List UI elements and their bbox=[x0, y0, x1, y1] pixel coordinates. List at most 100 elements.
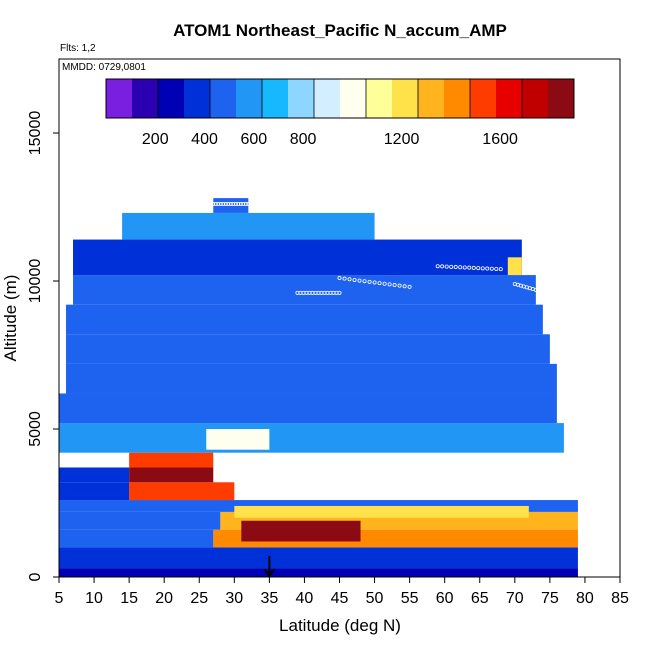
heatmap-cell-highlight bbox=[206, 429, 270, 450]
heatmap-cell-highlight bbox=[241, 520, 361, 542]
track-point bbox=[476, 266, 481, 271]
track-point bbox=[241, 202, 246, 207]
heatmap-cell bbox=[66, 304, 543, 335]
latitude-arrow bbox=[263, 556, 276, 578]
heatmap-cell bbox=[59, 482, 130, 501]
track-point bbox=[397, 283, 402, 288]
colorbar-swatch bbox=[158, 79, 185, 118]
x-tick-label: 75 bbox=[541, 590, 559, 607]
y-axis: 0 5000 10000 15000 bbox=[27, 111, 59, 581]
y-tick-label: 15000 bbox=[27, 111, 44, 156]
track-point bbox=[444, 264, 449, 269]
track-point bbox=[352, 277, 357, 282]
x-tick-label: 15 bbox=[120, 590, 138, 607]
track-point bbox=[211, 202, 216, 207]
y-tick-label: 0 bbox=[27, 572, 44, 581]
y-tick-label: 5000 bbox=[27, 411, 44, 447]
colorbar-swatch bbox=[470, 79, 497, 118]
track-point bbox=[485, 266, 490, 271]
track-point bbox=[498, 267, 503, 272]
heatmap-cell bbox=[129, 452, 214, 468]
heatmap-cell bbox=[122, 212, 375, 240]
track-point bbox=[372, 280, 377, 285]
track-point bbox=[407, 284, 412, 289]
colorbar-swatch bbox=[106, 79, 133, 118]
colorbar-swatches bbox=[106, 79, 575, 118]
colorbar-swatch bbox=[340, 79, 367, 118]
colorbar-label: 400 bbox=[191, 131, 218, 148]
heatmap-cell bbox=[73, 239, 522, 276]
x-tick-label: 5 bbox=[55, 590, 64, 607]
heatmap-cell bbox=[59, 467, 130, 483]
x-tick-label: 55 bbox=[401, 590, 419, 607]
heatmap-cell bbox=[59, 568, 578, 577]
track-point bbox=[238, 202, 243, 207]
flight-track-points bbox=[211, 202, 559, 298]
heatmap-cell bbox=[59, 547, 578, 569]
heatmap-cell bbox=[73, 275, 536, 305]
track-point bbox=[367, 279, 372, 284]
colorbar-swatch bbox=[236, 79, 263, 118]
colorbar-swatch bbox=[418, 79, 445, 118]
colorbar: 200 400 600 800 1200 1600 bbox=[105, 78, 575, 148]
track-point bbox=[243, 202, 248, 207]
track-point bbox=[213, 202, 218, 207]
colorbar-swatch bbox=[366, 79, 393, 118]
colorbar-swatch bbox=[522, 79, 549, 118]
heatmap-cell bbox=[59, 511, 221, 530]
heatmap-cell bbox=[129, 467, 214, 483]
track-point bbox=[480, 266, 485, 271]
track-point bbox=[462, 265, 467, 270]
colorbar-swatch bbox=[548, 79, 575, 118]
track-point bbox=[246, 202, 251, 207]
x-tick-label: 45 bbox=[331, 590, 349, 607]
x-tick-label: 40 bbox=[296, 590, 314, 607]
track-point bbox=[402, 284, 407, 289]
y-tick-label: 10000 bbox=[27, 259, 44, 304]
track-point bbox=[449, 264, 454, 269]
x-tick-label: 60 bbox=[436, 590, 454, 607]
colorbar-frame bbox=[105, 78, 575, 119]
track-point bbox=[489, 266, 494, 271]
plot-area bbox=[58, 58, 621, 578]
track-point bbox=[440, 264, 445, 269]
x-tick-label: 85 bbox=[611, 590, 629, 607]
colorbar-swatch bbox=[210, 79, 237, 118]
colorbar-label: 800 bbox=[290, 131, 317, 148]
heatmap-cell bbox=[59, 423, 564, 453]
track-point bbox=[342, 276, 347, 281]
y-axis-title: Altitude (m) bbox=[1, 275, 20, 362]
chart-title: ATOM1 Northeast_Pacific N_accum_AMP bbox=[173, 21, 507, 40]
colorbar-label: 200 bbox=[142, 131, 169, 148]
x-tick-label: 80 bbox=[576, 590, 594, 607]
heatmap-cell bbox=[59, 529, 214, 548]
heatmap-cell bbox=[66, 363, 557, 394]
track-point bbox=[357, 278, 362, 283]
track-point bbox=[218, 202, 223, 207]
track-point bbox=[458, 265, 463, 270]
track-point bbox=[494, 266, 499, 271]
track-point bbox=[221, 202, 226, 207]
track-point bbox=[226, 202, 231, 207]
heatmap-cell-highlight bbox=[507, 257, 522, 276]
x-axis: 5 10 15 20 25 30 35 40 45 50 55 60 65 70 75 80 85 bbox=[55, 577, 629, 607]
x-tick-label: 65 bbox=[471, 590, 489, 607]
track-point bbox=[382, 281, 387, 286]
track-point bbox=[362, 279, 367, 284]
x-tick-label: 20 bbox=[155, 590, 173, 607]
colorbar-label: 600 bbox=[240, 131, 267, 148]
heatmap-cell bbox=[59, 393, 557, 424]
track-point bbox=[228, 202, 233, 207]
track-point bbox=[216, 202, 221, 207]
arrow-head bbox=[263, 568, 276, 578]
track-point bbox=[387, 282, 392, 287]
colorbar-swatch bbox=[132, 79, 159, 118]
track-point bbox=[337, 276, 342, 281]
x-tick-label: 30 bbox=[225, 590, 243, 607]
colorbar-swatch bbox=[496, 79, 523, 118]
track-point bbox=[453, 265, 458, 270]
x-tick-label: 50 bbox=[366, 590, 384, 607]
heatmap-cells bbox=[59, 198, 578, 577]
colorbar-swatch bbox=[314, 79, 341, 118]
